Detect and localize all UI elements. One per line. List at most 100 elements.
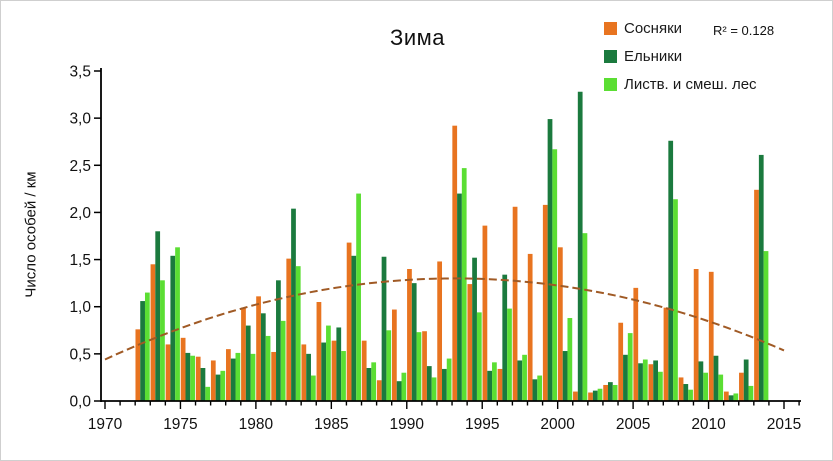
bar-series1-1978 (230, 358, 236, 401)
legend-item-mixed-forest: Листв. и смеш. лес (604, 73, 757, 95)
bar-series2-2001 (582, 233, 588, 401)
bar-series1-1984 (321, 342, 327, 401)
trendline (104, 277, 785, 361)
bar-series1-2013 (758, 154, 764, 401)
bar-series0-2000 (557, 247, 563, 401)
bar-series1-1987 (366, 368, 372, 401)
x-tick-label: 2000 (540, 416, 575, 433)
bar-series0-2005 (633, 287, 639, 401)
bar-series2-1982 (295, 266, 301, 401)
pine-series-swatch-icon (604, 21, 617, 35)
bar-series1-2006 (653, 360, 658, 401)
bar-series2-1984 (326, 325, 331, 401)
bar-series2-1974 (175, 247, 180, 401)
bar-series0-1990 (407, 269, 412, 401)
bar-series2-1992 (446, 358, 452, 401)
bar-series0-1994 (467, 284, 473, 401)
bar-series1-1989 (396, 381, 402, 401)
y-tick-label: 3,0 (69, 111, 91, 128)
y-tick-label: 2,5 (69, 158, 91, 175)
bar-series0-2011 (723, 391, 729, 401)
bar-series1-1994 (472, 257, 477, 401)
bar-series0-1984 (316, 302, 322, 401)
bar-series1-1988 (381, 256, 387, 401)
bar-series0-2013 (754, 189, 759, 401)
bar-series1-1991 (426, 366, 432, 401)
bar-series1-2004 (623, 354, 628, 401)
bar-series1-1993 (457, 193, 462, 401)
bar-series2-1981 (280, 320, 286, 401)
bar-series0-1993 (452, 125, 458, 402)
bar-series0-1976 (195, 356, 201, 401)
bar-series0-1977 (210, 360, 216, 401)
bar-series2-1983 (310, 375, 316, 401)
bar-series2-2008 (688, 389, 693, 401)
bar-series1-1980 (260, 313, 266, 401)
bar-series2-2002 (597, 388, 603, 401)
bar-series0-1999 (542, 204, 548, 401)
x-tick-label: 1980 (239, 416, 274, 433)
bar-series2-2013 (763, 251, 769, 401)
bar-series1-1998 (532, 379, 538, 401)
bar-series1-1982 (291, 208, 296, 401)
y-tick-label: 0,5 (69, 346, 91, 363)
legend-item-spruces: Ельники (604, 45, 757, 67)
bar-series0-1989 (391, 309, 397, 401)
chart-title: Зима (390, 25, 445, 50)
y-tick-label: 1,0 (69, 299, 91, 316)
bar-series1-2005 (638, 363, 643, 401)
bar-series2-2009 (703, 372, 709, 401)
bar-series2-1999 (552, 149, 558, 401)
bar-series2-1978 (235, 352, 241, 401)
bar-series2-1977 (220, 370, 226, 401)
legend: Сосняки Ельники Листв. и смеш. лес (604, 17, 757, 101)
bar-series2-1991 (431, 377, 437, 401)
x-tick-label: 1990 (390, 416, 425, 433)
bar-series0-2012 (739, 372, 744, 401)
bar-series2-1980 (265, 335, 271, 401)
bar-series2-1990 (416, 332, 422, 401)
bar-series1-1979 (245, 325, 251, 401)
bar-series0-1997 (512, 206, 518, 401)
legend-item-pines: Сосняки (604, 17, 757, 39)
x-tick-label: 2005 (616, 416, 650, 433)
x-tick-label: 1995 (465, 416, 499, 433)
bar-series0-1978 (226, 349, 231, 401)
bar-series2-1979 (250, 353, 256, 401)
bar-series2-1996 (507, 308, 512, 401)
bar-series0-1991 (422, 331, 427, 401)
bar-series2-2012 (748, 385, 754, 401)
bar-series0-1980 (256, 296, 261, 401)
bar-series0-1985 (331, 340, 337, 401)
bar-series0-2002 (588, 392, 593, 401)
bar-series2-1998 (537, 375, 543, 401)
bar-series0-1974 (165, 344, 171, 401)
bar-series0-2003 (603, 384, 608, 401)
bar-series2-1989 (401, 372, 407, 401)
bar-series1-1996 (502, 274, 508, 401)
bar-series1-1974 (170, 255, 176, 401)
bar-series2-1995 (492, 362, 497, 401)
bar-series0-2010 (708, 271, 714, 401)
bar-series1-1975 (185, 352, 191, 401)
bar-series1-1999 (547, 119, 553, 401)
bar-series2-2000 (567, 318, 573, 401)
y-tick-label: 1,5 (69, 252, 91, 269)
bar-series2-2010 (718, 374, 724, 401)
bar-series2-1975 (190, 355, 195, 401)
x-tick-label: 1975 (163, 416, 197, 433)
bar-series2-2011 (733, 393, 739, 401)
bar-series1-2008 (683, 384, 689, 401)
bar-series1-2007 (668, 140, 674, 401)
bar-series2-2006 (658, 371, 663, 401)
bar-series2-1985 (341, 351, 346, 401)
y-tick-label: 0,0 (69, 394, 91, 411)
bar-series0-1975 (180, 337, 186, 401)
bar-series1-1992 (442, 368, 447, 401)
bar-series1-2001 (577, 91, 583, 402)
bar-series0-1987 (361, 340, 367, 401)
bar-series1-2012 (743, 359, 749, 401)
spruce-series-swatch-icon (604, 49, 617, 63)
bar-series1-2011 (728, 395, 734, 401)
